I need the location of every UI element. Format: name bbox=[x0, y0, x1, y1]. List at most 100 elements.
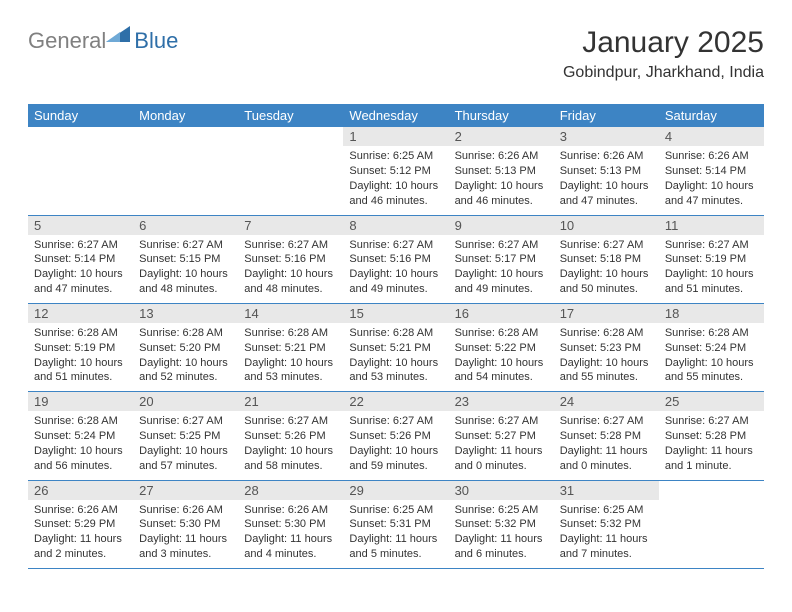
day-number: 29 bbox=[343, 481, 448, 500]
day-cell: 2 Sunrise: 6:26 AMSunset: 5:13 PMDaylight… bbox=[449, 127, 554, 215]
sunset-text: Sunset: 5:19 PM bbox=[34, 341, 127, 356]
day-detail: Sunrise: 6:27 AMSunset: 5:27 PMDaylight:… bbox=[449, 411, 554, 479]
day-cell: 9Sunrise: 6:27 AMSunset: 5:17 PMDaylight… bbox=[449, 215, 554, 303]
sunset-text: Sunset: 5:28 PM bbox=[560, 429, 653, 444]
day-number: 1 bbox=[343, 127, 448, 146]
sunset-text: Sunset: 5:13 PM bbox=[455, 164, 548, 179]
sunset-text: Sunset: 5:24 PM bbox=[665, 341, 758, 356]
daylight-text: Daylight: 10 hours and 47 minutes. bbox=[560, 179, 653, 209]
sunrise-text: Sunrise: 6:28 AM bbox=[34, 414, 127, 429]
day-cell: 13Sunrise: 6:28 AMSunset: 5:20 PMDayligh… bbox=[133, 303, 238, 391]
daylight-text: Daylight: 10 hours and 47 minutes. bbox=[34, 267, 127, 297]
sunset-text: Sunset: 5:16 PM bbox=[349, 252, 442, 267]
day-number: 4 bbox=[659, 127, 764, 146]
sunrise-text: Sunrise: 6:26 AM bbox=[455, 149, 548, 164]
day-number: 26 bbox=[28, 481, 133, 500]
day-cell: 19Sunrise: 6:28 AMSunset: 5:24 PMDayligh… bbox=[28, 392, 133, 480]
sunrise-text: Sunrise: 6:27 AM bbox=[560, 414, 653, 429]
day-number: 11 bbox=[659, 216, 764, 235]
day-cell: 5Sunrise: 6:27 AMSunset: 5:14 PMDaylight… bbox=[28, 215, 133, 303]
daylight-text: Daylight: 10 hours and 47 minutes. bbox=[665, 179, 758, 209]
sunrise-text: Sunrise: 6:26 AM bbox=[665, 149, 758, 164]
day-number: 13 bbox=[133, 304, 238, 323]
sunrise-text: Sunrise: 6:26 AM bbox=[244, 503, 337, 518]
calendar-body: 1Sunrise: 6:25 AMSunset: 5:12 PMDaylight… bbox=[28, 127, 764, 569]
day-cell bbox=[28, 127, 133, 215]
daylight-text: Daylight: 10 hours and 53 minutes. bbox=[244, 356, 337, 386]
day-detail: Sunrise: 6:26 AMSunset: 5:13 PMDaylight:… bbox=[554, 146, 659, 214]
day-cell bbox=[238, 127, 343, 215]
day-cell: 10Sunrise: 6:27 AMSunset: 5:18 PMDayligh… bbox=[554, 215, 659, 303]
daylight-text: Daylight: 10 hours and 55 minutes. bbox=[560, 356, 653, 386]
daylight-text: Daylight: 10 hours and 53 minutes. bbox=[349, 356, 442, 386]
day-cell: 7Sunrise: 6:27 AMSunset: 5:16 PMDaylight… bbox=[238, 215, 343, 303]
daylight-text: Daylight: 10 hours and 55 minutes. bbox=[665, 356, 758, 386]
day-number: 7 bbox=[238, 216, 343, 235]
daylight-text: Daylight: 11 hours and 4 minutes. bbox=[244, 532, 337, 562]
day-cell: 4Sunrise: 6:26 AMSunset: 5:14 PMDaylight… bbox=[659, 127, 764, 215]
daylight-text: Daylight: 10 hours and 49 minutes. bbox=[455, 267, 548, 297]
sunrise-text: Sunrise: 6:27 AM bbox=[665, 414, 758, 429]
day-cell: 20Sunrise: 6:27 AMSunset: 5:25 PMDayligh… bbox=[133, 392, 238, 480]
sunset-text: Sunset: 5:14 PM bbox=[34, 252, 127, 267]
daylight-text: Daylight: 10 hours and 59 minutes. bbox=[349, 444, 442, 474]
day-detail: Sunrise: 6:27 AMSunset: 5:15 PMDaylight:… bbox=[133, 235, 238, 303]
daylight-text: Daylight: 10 hours and 57 minutes. bbox=[139, 444, 232, 474]
sunrise-text: Sunrise: 6:27 AM bbox=[665, 238, 758, 253]
daylight-text: Daylight: 10 hours and 51 minutes. bbox=[34, 356, 127, 386]
daylight-text: Daylight: 10 hours and 46 minutes. bbox=[455, 179, 548, 209]
day-number: 10 bbox=[554, 216, 659, 235]
day-number: 28 bbox=[238, 481, 343, 500]
calendar-table: SundayMondayTuesdayWednesdayThursdayFrid… bbox=[28, 104, 764, 569]
sunrise-text: Sunrise: 6:27 AM bbox=[560, 238, 653, 253]
day-detail: Sunrise: 6:27 AMSunset: 5:28 PMDaylight:… bbox=[554, 411, 659, 479]
sunset-text: Sunset: 5:16 PM bbox=[244, 252, 337, 267]
day-header: Tuesday bbox=[238, 104, 343, 127]
sunrise-text: Sunrise: 6:27 AM bbox=[455, 238, 548, 253]
daylight-text: Daylight: 10 hours and 48 minutes. bbox=[244, 267, 337, 297]
day-cell: 26Sunrise: 6:26 AMSunset: 5:29 PMDayligh… bbox=[28, 480, 133, 568]
sunrise-text: Sunrise: 6:25 AM bbox=[349, 149, 442, 164]
sunset-text: Sunset: 5:21 PM bbox=[244, 341, 337, 356]
sunrise-text: Sunrise: 6:25 AM bbox=[455, 503, 548, 518]
sunset-text: Sunset: 5:18 PM bbox=[560, 252, 653, 267]
day-detail: Sunrise: 6:28 AMSunset: 5:24 PMDaylight:… bbox=[28, 411, 133, 479]
sunrise-text: Sunrise: 6:27 AM bbox=[34, 238, 127, 253]
sunset-text: Sunset: 5:13 PM bbox=[560, 164, 653, 179]
day-cell: 22Sunrise: 6:27 AMSunset: 5:26 PMDayligh… bbox=[343, 392, 448, 480]
day-cell: 12Sunrise: 6:28 AMSunset: 5:19 PMDayligh… bbox=[28, 303, 133, 391]
day-number bbox=[238, 127, 343, 131]
day-cell bbox=[133, 127, 238, 215]
week-row: 1 Sunrise: 6:25 AMSunset: 5:12 PM Daylight… bbox=[28, 127, 764, 215]
day-detail: Sunrise: 6:28 AMSunset: 5:21 PMDaylight:… bbox=[343, 323, 448, 391]
sunset-text: Sunset: 5:32 PM bbox=[455, 517, 548, 532]
day-number: 8 bbox=[343, 216, 448, 235]
brand-logo: General Blue bbox=[28, 28, 178, 54]
sunset-text: Sunset: 5:23 PM bbox=[560, 341, 653, 356]
sunset-text: Sunset: 5:28 PM bbox=[665, 429, 758, 444]
day-number: 25 bbox=[659, 392, 764, 411]
sunset-text: Sunset: 5:32 PM bbox=[560, 517, 653, 532]
day-detail: Sunrise: 6:26 AMSunset: 5:29 PMDaylight:… bbox=[28, 500, 133, 568]
week-row: 26Sunrise: 6:26 AMSunset: 5:29 PMDayligh… bbox=[28, 480, 764, 568]
day-detail: Sunrise: 6:27 AMSunset: 5:16 PMDaylight:… bbox=[238, 235, 343, 303]
day-detail: Sunrise: 6:28 AMSunset: 5:21 PMDaylight:… bbox=[238, 323, 343, 391]
day-cell: 18Sunrise: 6:28 AMSunset: 5:24 PMDayligh… bbox=[659, 303, 764, 391]
sunset-text: Sunset: 5:25 PM bbox=[139, 429, 232, 444]
day-detail: Sunrise: 6:28 AMSunset: 5:23 PMDaylight:… bbox=[554, 323, 659, 391]
day-detail: Sunrise: 6:27 AMSunset: 5:19 PMDaylight:… bbox=[659, 235, 764, 303]
day-number: 31 bbox=[554, 481, 659, 500]
day-cell: 31Sunrise: 6:25 AMSunset: 5:32 PMDayligh… bbox=[554, 480, 659, 568]
sunrise-text: Sunrise: 6:27 AM bbox=[349, 414, 442, 429]
week-row: 19Sunrise: 6:28 AMSunset: 5:24 PMDayligh… bbox=[28, 392, 764, 480]
daylight-text: Daylight: 10 hours and 54 minutes. bbox=[455, 356, 548, 386]
day-cell: 30Sunrise: 6:25 AMSunset: 5:32 PMDayligh… bbox=[449, 480, 554, 568]
day-number: 2 bbox=[449, 127, 554, 146]
sunset-text: Sunset: 5:12 PM bbox=[349, 164, 442, 179]
day-cell: 14Sunrise: 6:28 AMSunset: 5:21 PMDayligh… bbox=[238, 303, 343, 391]
sunrise-text: Sunrise: 6:26 AM bbox=[34, 503, 127, 518]
day-number: 18 bbox=[659, 304, 764, 323]
sunrise-text: Sunrise: 6:28 AM bbox=[34, 326, 127, 341]
day-number: 27 bbox=[133, 481, 238, 500]
day-detail: Sunrise: 6:27 AMSunset: 5:17 PMDaylight:… bbox=[449, 235, 554, 303]
